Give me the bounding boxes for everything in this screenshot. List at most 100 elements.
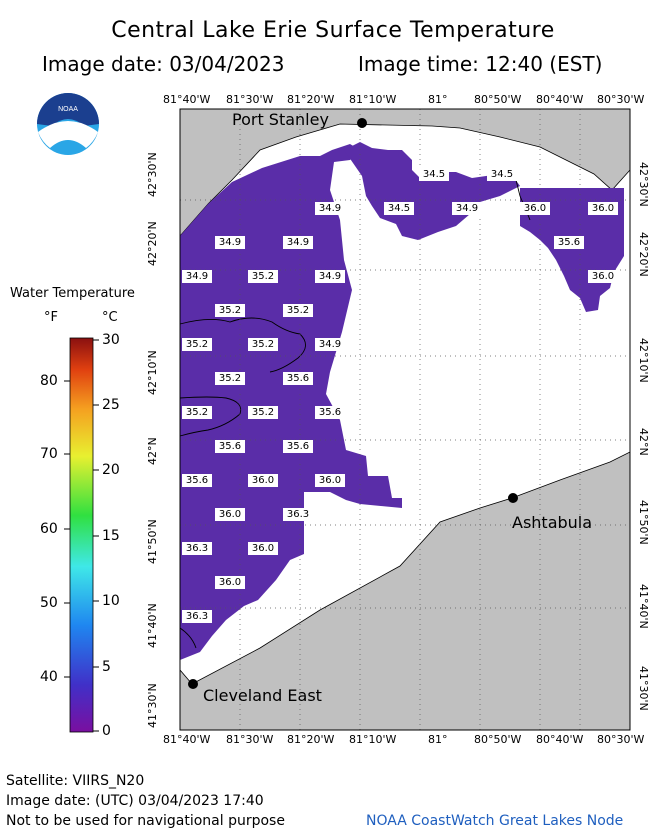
colorbar — [69, 337, 94, 733]
temperature-label: 36.3 — [182, 542, 212, 555]
temperature-label: 35.2 — [215, 372, 245, 385]
lat-tick: 41°30'N — [146, 683, 159, 728]
lat-tick: 41°50'N — [637, 500, 650, 545]
noaa-logo-icon: NOAA — [37, 93, 99, 155]
lon-tick: 81° — [428, 733, 448, 746]
footer-satellite: Satellite: VIIRS_N20 — [6, 773, 145, 789]
legend-c-tick: 15 — [102, 528, 120, 544]
temperature-label: 35.6 — [554, 236, 584, 249]
temperature-label: 36.0 — [248, 474, 278, 487]
city-label-port-stanley: Port Stanley — [232, 110, 329, 129]
svg-text:NOAA: NOAA — [58, 106, 78, 113]
lat-tick: 42°20'N — [637, 232, 650, 277]
temperature-label: 35.2 — [215, 304, 245, 317]
temperature-label: 35.2 — [182, 406, 212, 419]
lon-tick: 81°10'W — [349, 93, 397, 106]
ashtabula-marker — [508, 493, 518, 503]
legend-unit-f: °F — [44, 310, 58, 325]
lat-tick: 42°N — [146, 437, 159, 465]
lon-tick: 81°30'W — [226, 733, 274, 746]
lat-tick: 42°10'N — [146, 350, 159, 395]
temperature-label: 36.0 — [248, 542, 278, 555]
colorbar-ticks — [64, 339, 99, 732]
temperature-label: 34.9 — [315, 270, 345, 283]
temperature-label: 35.6 — [283, 440, 313, 453]
isotherm-contour — [179, 317, 306, 373]
temperature-label: 36.0 — [215, 508, 245, 521]
city-label-ashtabula: Ashtabula — [512, 513, 593, 532]
temperature-label: 36.3 — [182, 610, 212, 623]
temperature-label: 34.9 — [315, 338, 345, 351]
map-border — [179, 108, 631, 731]
lat-tick: 41°50'N — [146, 519, 159, 564]
lon-tick: 80°30'W — [597, 733, 645, 746]
temperature-label: 34.9 — [452, 202, 482, 215]
temperature-label: 35.6 — [182, 474, 212, 487]
legend-unit-c: °C — [102, 310, 118, 325]
lat-tick: 41°30'N — [637, 666, 650, 711]
temperature-label: 35.2 — [248, 406, 278, 419]
image-date: Image date: 03/04/2023 — [42, 52, 285, 76]
lat-tick: 42°20'N — [146, 221, 159, 266]
lon-tick: 81°30'W — [226, 93, 274, 106]
legend-c-tick: 25 — [102, 397, 120, 413]
lat-tick: 41°40'N — [146, 603, 159, 648]
us-land — [179, 451, 631, 731]
canada-land — [179, 108, 631, 238]
map-title: Central Lake Erie Surface Temperature — [111, 18, 555, 43]
footer-disclaimer: Not to be used for navigational purpose — [6, 813, 285, 829]
lat-lon-grid — [180, 109, 630, 730]
lon-tick: 81°40'W — [163, 93, 211, 106]
temperature-label: 35.2 — [248, 270, 278, 283]
temperature-label: 35.2 — [182, 338, 212, 351]
temperature-label: 34.5 — [487, 168, 517, 181]
temperature-label: 34.9 — [215, 236, 245, 249]
lat-tick: 42°10'N — [637, 338, 650, 383]
city-label-cleveland: Cleveland East — [203, 686, 322, 705]
temperature-label: 34.5 — [384, 202, 414, 215]
temperature-label: 34.9 — [182, 270, 212, 283]
lon-tick: 81°20'W — [287, 93, 335, 106]
noaa-logo: NOAA — [36, 92, 100, 156]
lon-tick: 81°20'W — [287, 733, 335, 746]
lat-tick: 42°30'N — [146, 152, 159, 197]
temperature-label: 36.0 — [315, 474, 345, 487]
legend-c-tick: 0 — [102, 723, 111, 739]
port-stanley-marker — [357, 118, 367, 128]
isotherm-contour — [179, 627, 197, 649]
temperature-label: 36.3 — [283, 508, 313, 521]
legend-f-tick: 50 — [40, 595, 58, 611]
legend-title: Water Temperature — [10, 286, 135, 301]
legend-c-tick: 5 — [102, 659, 111, 675]
legend-c-tick: 20 — [102, 462, 120, 478]
lon-tick: 80°50'W — [474, 733, 522, 746]
lon-tick: 80°40'W — [536, 733, 584, 746]
legend-f-tick: 60 — [40, 521, 58, 537]
lat-tick: 42°30'N — [637, 162, 650, 207]
temperature-label: 36.0 — [520, 202, 550, 215]
temperature-label: 34.9 — [315, 202, 345, 215]
legend-f-tick: 80 — [40, 373, 58, 389]
temperature-label: 34.9 — [283, 236, 313, 249]
temperature-label: 35.6 — [315, 406, 345, 419]
temperature-label: 35.6 — [283, 372, 313, 385]
cleveland-marker — [188, 679, 198, 689]
footer-utc-date: Image date: (UTC) 03/04/2023 17:40 — [6, 793, 264, 809]
lon-tick: 80°50'W — [474, 93, 522, 106]
lon-tick: 80°30'W — [597, 93, 645, 106]
temperature-label: 35.2 — [248, 338, 278, 351]
temperature-label: 36.0 — [588, 202, 618, 215]
lon-tick: 81°10'W — [349, 733, 397, 746]
temperature-label: 34.5 — [419, 168, 449, 181]
legend-c-tick: 10 — [102, 593, 120, 609]
lat-tick: 41°40'N — [637, 584, 650, 629]
temperature-label: 36.0 — [588, 270, 618, 283]
footer-credit: NOAA CoastWatch Great Lakes Node — [366, 813, 624, 829]
lon-tick: 81°40'W — [163, 733, 211, 746]
lon-tick: 81° — [428, 93, 448, 106]
lat-tick: 42°N — [637, 428, 650, 456]
temperature-label: 35.2 — [283, 304, 313, 317]
legend-c-tick: 30 — [102, 332, 120, 348]
image-time: Image time: 12:40 (EST) — [358, 52, 603, 76]
lon-tick: 80°40'W — [536, 93, 584, 106]
